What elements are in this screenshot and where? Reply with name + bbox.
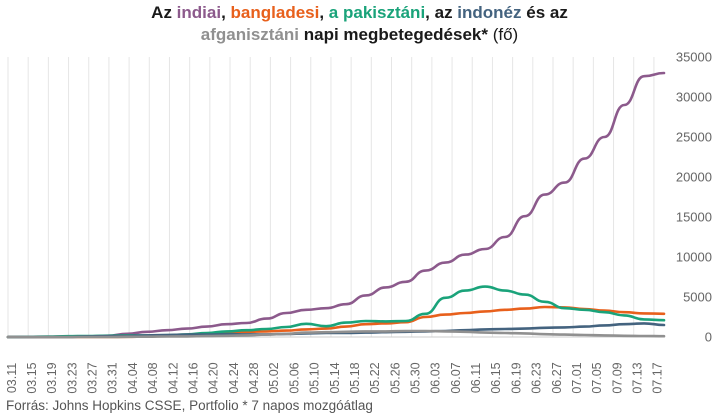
y-tick-label: 35000: [676, 50, 712, 65]
series-lines: [6, 71, 666, 339]
x-tick-label: 07.17: [651, 362, 665, 393]
series-line-india: [6, 71, 666, 339]
x-tick-label: 06.15: [489, 362, 503, 393]
x-tick-label: 05.06: [287, 362, 301, 393]
y-axis: 0 5000 10000 15000 20000 25000 30000 35000: [676, 50, 712, 345]
x-tick-label: 05.02: [267, 362, 281, 393]
x-tick-label: 06.27: [550, 362, 564, 393]
x-tick-label: 04.08: [146, 362, 160, 393]
title-line1-segment: indonéz: [457, 3, 522, 22]
x-tick-label: 07.09: [610, 362, 624, 393]
x-tick-label: 04.04: [126, 362, 140, 393]
x-tick-label: 03.19: [45, 362, 59, 393]
chart-title-line2: afganisztáni napi megbetegedések* (fő): [0, 24, 719, 46]
title-line1-segment: és az: [521, 3, 568, 22]
y-tick-label: 25000: [676, 130, 712, 145]
series-line-pakistan: [6, 285, 666, 339]
x-tick-label: 03.27: [86, 362, 100, 393]
x-tick-label: 04.24: [227, 362, 241, 393]
y-tick-label: 15000: [676, 210, 712, 225]
x-tick-label: 07.05: [590, 362, 604, 393]
x-tick-label: 05.18: [348, 362, 362, 393]
title-line2-segment: napi megbetegedések*: [299, 25, 488, 44]
y-tick-label: 10000: [676, 250, 712, 265]
x-tick-label: 04.16: [186, 362, 200, 393]
x-tick-label: 03.11: [5, 363, 19, 393]
x-tick-label: 07.01: [570, 362, 584, 393]
y-tick-label: 20000: [676, 170, 712, 185]
x-tick-label: 05.30: [408, 362, 422, 393]
x-tick-label: 04.28: [247, 362, 261, 393]
x-tick-label: 04.12: [166, 362, 180, 393]
x-tick-label: 06.23: [530, 362, 544, 393]
title-line1-segment: Az: [151, 3, 177, 22]
chart-title-line1: Az indiai, bangladesi, a pakisztáni, az …: [0, 2, 719, 24]
x-axis: 03.11 03.15 03.19 03.23 03.27 03.31 04.04 04.08…: [5, 336, 665, 394]
x-tick-label: 06.11: [469, 363, 483, 393]
x-tick-label: 05.14: [328, 362, 342, 393]
x-tick-label: 06.03: [429, 362, 443, 393]
grid-lines: [7, 57, 655, 337]
x-tick-label: 05.26: [388, 362, 402, 393]
title-line2-segment: afganisztáni: [200, 25, 300, 44]
x-tick-label: 05.22: [368, 362, 382, 393]
source-note: Forrás: Johns Hopkins CSSE, Portfolio * …: [6, 398, 373, 413]
x-tick-label: 03.31: [106, 362, 120, 393]
y-tick-label: 0: [705, 330, 712, 345]
title-line1-segment: a pakisztáni: [328, 3, 426, 22]
title-line2-segment: (fő): [487, 25, 519, 44]
title-line1-segment: bangladesi: [230, 3, 320, 22]
x-tick-label: 03.15: [25, 362, 39, 393]
title-line1-segment: ,: [319, 3, 329, 22]
x-tick-label: 03.23: [65, 362, 79, 393]
title-line1-segment: ,: [221, 3, 231, 22]
y-tick-label: 30000: [676, 90, 712, 105]
x-tick-label: 04.20: [207, 362, 221, 393]
series-line-afghanistan: [6, 329, 666, 339]
x-tick-label: 06.07: [449, 362, 463, 393]
x-tick-label: 06.19: [509, 362, 523, 393]
y-tick-label: 5000: [683, 290, 712, 305]
x-tick-label: 05.10: [308, 362, 322, 393]
x-tick-label: 07.13: [631, 362, 645, 393]
chart-title: Az indiai, bangladesi, a pakisztáni, az …: [0, 2, 719, 46]
title-line1-segment: indiai: [176, 3, 222, 22]
title-line1-segment: , az: [425, 3, 458, 22]
